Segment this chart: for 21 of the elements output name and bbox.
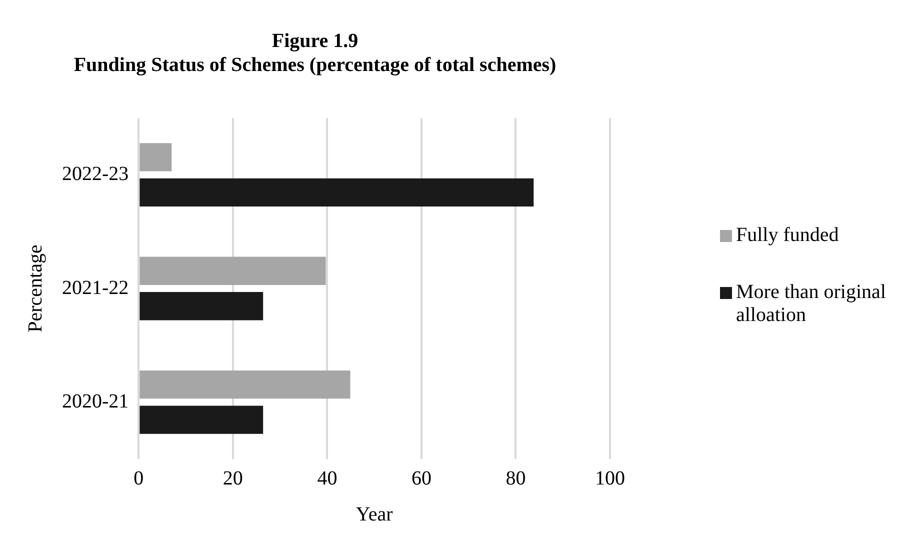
x-tick-label: 40	[317, 467, 338, 490]
y-tick-label: 2020-21	[62, 390, 129, 412]
bar	[140, 406, 264, 434]
legend-label: More than original alloation	[736, 281, 887, 327]
x-axis-title: Year	[356, 503, 394, 526]
bar	[140, 178, 534, 207]
y-axis-title: Percentage	[24, 244, 46, 332]
x-tick-label: 60	[411, 467, 432, 490]
chart-title: Figure 1.9	[272, 30, 358, 52]
y-tick-label: 2021-22	[62, 276, 129, 299]
y-tick-label: 2022-23	[62, 163, 129, 186]
chart-subtitle: Funding Status of Schemes (percentage of total schemes)	[74, 54, 556, 76]
bar	[140, 143, 172, 172]
x-tick-label: 100	[595, 467, 625, 490]
legend-label: Fully funded	[736, 224, 839, 247]
bar	[140, 370, 350, 399]
x-tick-label: 80	[506, 467, 526, 490]
x-tick-label: 0	[134, 467, 144, 490]
bar	[140, 256, 326, 285]
bar	[140, 292, 264, 320]
x-tick-label: 20	[222, 467, 243, 490]
